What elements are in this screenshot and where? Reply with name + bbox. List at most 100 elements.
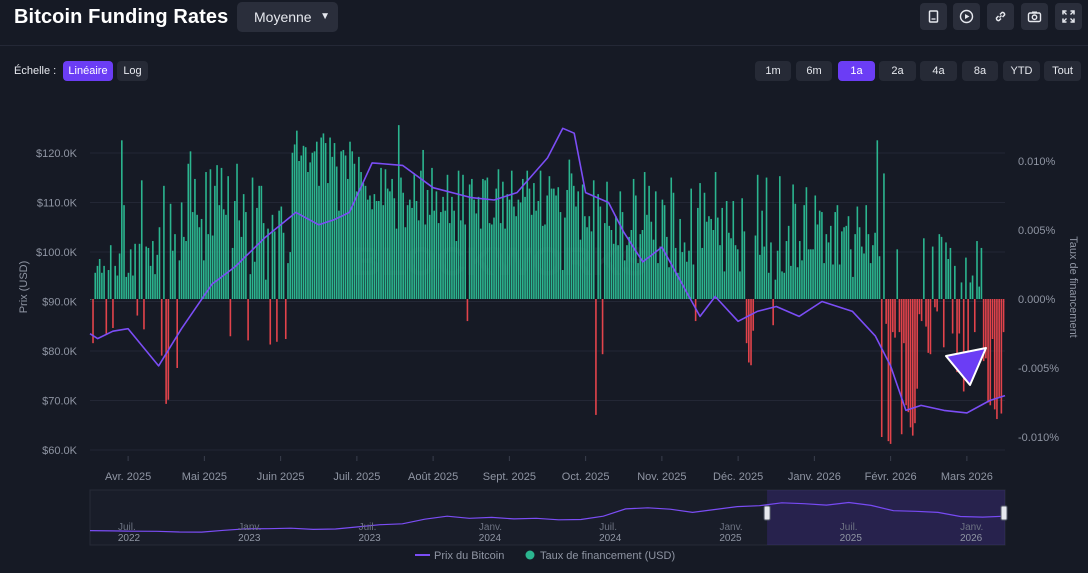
funding-bar[interactable] <box>331 156 334 299</box>
funding-bar[interactable] <box>362 183 365 299</box>
funding-bar[interactable] <box>883 173 885 299</box>
funding-bar[interactable] <box>592 180 595 299</box>
funding-bar[interactable] <box>956 299 958 373</box>
funding-bar[interactable] <box>138 243 141 299</box>
funding-bar[interactable] <box>174 234 176 299</box>
funding-bar[interactable] <box>807 249 810 299</box>
funding-bar[interactable] <box>958 299 961 334</box>
funding-bar[interactable] <box>829 225 832 299</box>
funding-bar[interactable] <box>143 299 145 330</box>
funding-bar[interactable] <box>588 216 591 299</box>
funding-bar[interactable] <box>759 254 761 299</box>
funding-bar[interactable] <box>750 299 752 366</box>
funding-bar[interactable] <box>721 207 724 299</box>
funding-bar[interactable] <box>798 241 801 299</box>
legend-funding-label[interactable]: Taux de financement (USD) <box>540 550 675 562</box>
funding-bar[interactable] <box>140 180 143 299</box>
funding-bar[interactable] <box>400 177 402 299</box>
funding-bar[interactable] <box>781 271 783 299</box>
funding-bar[interactable] <box>566 189 568 299</box>
funding-bar[interactable] <box>546 195 548 300</box>
funding-bar[interactable] <box>1002 299 1005 333</box>
funding-bar[interactable] <box>993 299 996 410</box>
funding-bar[interactable] <box>231 247 234 299</box>
funding-bar[interactable] <box>770 242 772 299</box>
funding-bar[interactable] <box>623 260 626 299</box>
funding-bar[interactable] <box>570 173 573 299</box>
funding-bar[interactable] <box>841 231 843 299</box>
funding-bar[interactable] <box>929 299 932 355</box>
fullscreen-button[interactable] <box>1055 3 1082 30</box>
funding-bar[interactable] <box>936 299 938 312</box>
funding-bar[interactable] <box>976 241 978 299</box>
funding-bar[interactable] <box>366 199 369 299</box>
funding-bar[interactable] <box>772 299 774 326</box>
funding-bar[interactable] <box>743 231 746 299</box>
funding-bar[interactable] <box>118 253 121 299</box>
funding-bar[interactable] <box>537 201 540 299</box>
funding-bar[interactable] <box>426 189 429 299</box>
funding-bar[interactable] <box>934 299 936 308</box>
funding-bar[interactable] <box>262 223 265 299</box>
funding-bar[interactable] <box>247 299 249 341</box>
funding-bar[interactable] <box>495 188 498 299</box>
funding-bar[interactable] <box>869 263 872 299</box>
funding-bar[interactable] <box>555 195 557 300</box>
funding-bar[interactable] <box>561 270 564 299</box>
funding-bar[interactable] <box>765 177 768 299</box>
funding-bar[interactable] <box>109 245 112 299</box>
funding-bar[interactable] <box>389 191 391 299</box>
funding-bar[interactable] <box>351 151 354 299</box>
funding-bar[interactable] <box>451 196 453 299</box>
funding-bar[interactable] <box>586 227 588 299</box>
funding-bar[interactable] <box>544 224 546 299</box>
funding-bar[interactable] <box>107 270 110 299</box>
funding-bar[interactable] <box>889 299 892 444</box>
funding-bar[interactable] <box>716 217 719 299</box>
funding-bar[interactable] <box>289 252 291 299</box>
funding-bar[interactable] <box>499 223 502 299</box>
funding-bar[interactable] <box>969 282 972 299</box>
funding-bar[interactable] <box>991 299 994 340</box>
price-line[interactable] <box>89 127 1006 414</box>
funding-bar[interactable] <box>406 205 409 299</box>
funding-bar[interactable] <box>393 198 396 299</box>
funding-bar[interactable] <box>774 279 777 299</box>
funding-bar[interactable] <box>734 245 737 299</box>
funding-bar[interactable] <box>508 199 511 299</box>
range-1m-button[interactable]: 1m <box>755 61 791 81</box>
funding-bar[interactable] <box>736 249 739 299</box>
funding-bar[interactable] <box>621 212 624 299</box>
funding-bar[interactable] <box>767 272 770 299</box>
funding-bar[interactable] <box>282 232 285 299</box>
funding-bar[interactable] <box>918 299 921 315</box>
funding-bar[interactable] <box>327 183 329 299</box>
funding-bar[interactable] <box>838 264 841 300</box>
funding-bar[interactable] <box>845 225 848 299</box>
funding-bar[interactable] <box>94 272 97 299</box>
funding-bar[interactable] <box>276 299 278 342</box>
funding-bar[interactable] <box>856 206 859 299</box>
funding-bar[interactable] <box>559 212 562 299</box>
funding-bar[interactable] <box>291 152 294 299</box>
funding-bar[interactable] <box>643 172 646 299</box>
funding-bar[interactable] <box>260 185 263 299</box>
funding-bar[interactable] <box>635 195 637 300</box>
funding-bar[interactable] <box>595 299 597 415</box>
range-ytd-button[interactable]: YTD <box>1003 61 1040 81</box>
funding-bar[interactable] <box>942 299 945 348</box>
funding-bar[interactable] <box>491 224 493 299</box>
funding-bar[interactable] <box>209 169 212 299</box>
funding-bar[interactable] <box>417 220 420 299</box>
funding-bar[interactable] <box>670 177 673 299</box>
funding-bar[interactable] <box>471 178 473 299</box>
funding-bar[interactable] <box>353 163 356 299</box>
funding-bar[interactable] <box>313 151 316 299</box>
funding-bar[interactable] <box>304 147 307 299</box>
funding-bar[interactable] <box>920 299 923 322</box>
funding-bar[interactable] <box>329 137 331 299</box>
funding-bar[interactable] <box>342 149 345 299</box>
funding-bar[interactable] <box>298 161 300 299</box>
navigator-panel[interactable] <box>89 489 1006 546</box>
